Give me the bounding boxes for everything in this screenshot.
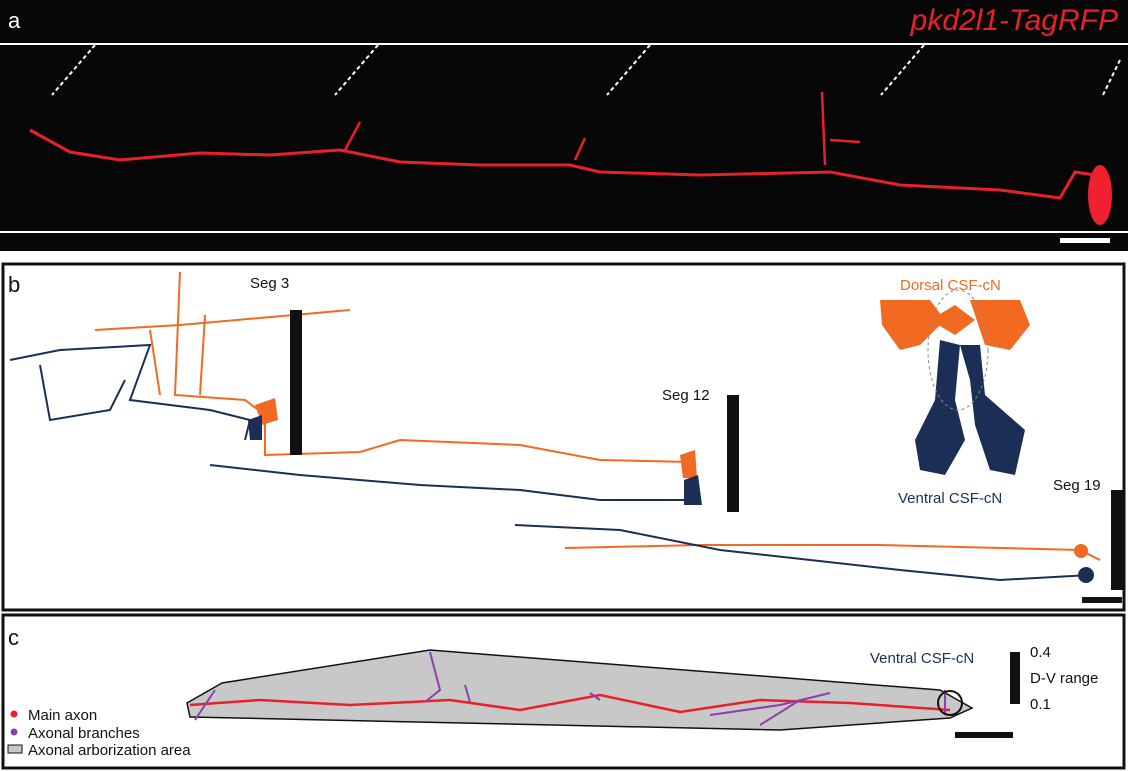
panel-label: b: [8, 272, 20, 297]
seg-label: Seg 3: [250, 275, 289, 292]
scale-bar: [955, 732, 1013, 738]
figure: a pkd2l1-TagRFP b Seg 3 Seg 12 Seg 19 Do…: [0, 0, 1128, 771]
range-label: D-V range: [1030, 670, 1098, 687]
ventral-schematic: [915, 340, 1025, 475]
seg-bar: [727, 395, 739, 512]
cell-label: Ventral CSF-cN: [870, 650, 974, 667]
dorsal-schematic: [880, 300, 1030, 350]
panel-title: pkd2l1-TagRFP: [910, 4, 1118, 37]
arborization-area: [187, 650, 972, 730]
legend-label: Axonal branches: [28, 725, 140, 742]
seg-bar: [290, 310, 302, 455]
legend-label: Main axon: [28, 707, 97, 724]
legend-swatch: [11, 729, 18, 736]
panel-label: c: [8, 625, 19, 650]
seg-bar: [1111, 490, 1123, 590]
range-bottom: 0.1: [1030, 696, 1051, 713]
legend-swatch: [11, 711, 18, 718]
soma: [1078, 567, 1094, 583]
micrograph: [0, 0, 1128, 251]
soma: [1074, 544, 1088, 558]
legend-label: Axonal arborization area: [28, 742, 191, 759]
dorsal-label: Dorsal CSF-cN: [900, 277, 1001, 294]
soma: [248, 415, 262, 440]
seg-label: Seg 12: [662, 387, 710, 404]
range-bar: [1010, 652, 1020, 704]
legend-swatch: [8, 745, 22, 753]
soma: [1088, 165, 1112, 225]
panel-label: a: [8, 8, 21, 33]
range-top: 0.4: [1030, 644, 1051, 661]
seg-label: Seg 19: [1053, 477, 1101, 494]
soma: [684, 475, 702, 505]
ventral-label: Ventral CSF-cN: [898, 490, 1002, 507]
scale-bar: [1060, 238, 1110, 243]
scale-bar: [1082, 597, 1122, 603]
soma: [680, 450, 697, 478]
